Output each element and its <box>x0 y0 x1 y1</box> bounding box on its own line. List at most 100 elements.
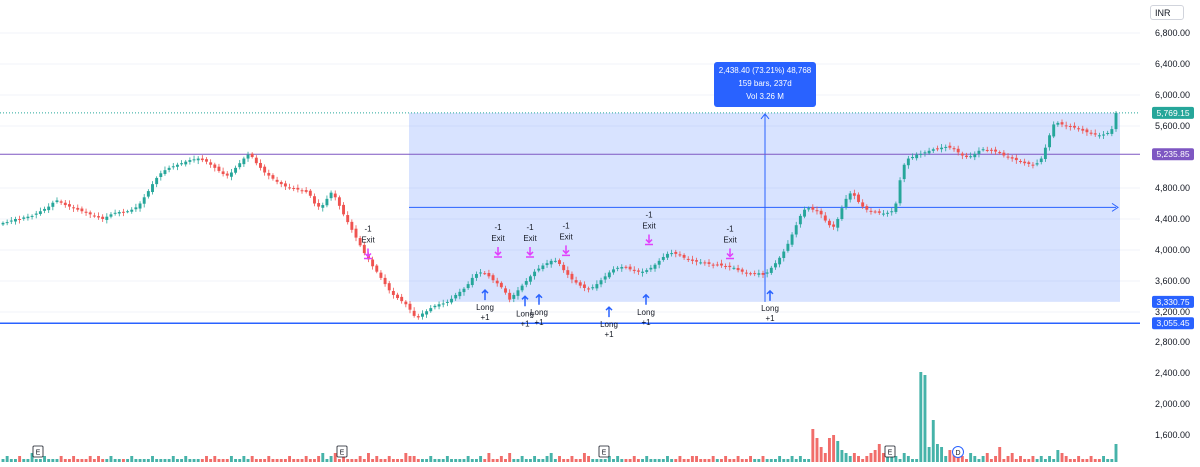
candle <box>59 201 63 203</box>
volume-bar <box>234 459 238 462</box>
candle <box>761 273 765 275</box>
candle <box>670 253 674 255</box>
candle <box>325 198 329 206</box>
currency-selector[interactable]: INR <box>1150 5 1184 20</box>
candle <box>915 154 919 159</box>
range-low-price-tag <box>1152 295 1194 308</box>
candle <box>686 258 690 260</box>
candle <box>512 294 516 299</box>
candle <box>288 187 292 189</box>
volume-bar <box>807 459 811 462</box>
volume-bar <box>861 459 865 462</box>
volume-bar <box>582 453 586 462</box>
earnings-marker-icon[interactable] <box>32 445 44 458</box>
exit-signal-label: Exit <box>723 236 737 245</box>
candle <box>815 210 819 212</box>
exit-signal-count: -1 <box>364 225 372 234</box>
dividend-marker-label: D <box>955 450 960 457</box>
volume-bar <box>591 459 595 462</box>
candle <box>645 270 649 272</box>
volume-bar <box>1002 459 1006 462</box>
price-axis-tick: 6,400.00 <box>1155 59 1190 69</box>
volume-bar <box>969 453 973 462</box>
candle <box>1060 122 1064 125</box>
candle <box>541 265 545 270</box>
volume-axis-tick: 1,600.00 <box>1155 430 1190 440</box>
candles <box>1 111 1118 320</box>
dividend-marker-icon[interactable] <box>952 446 964 458</box>
candle <box>549 260 553 265</box>
candle <box>55 200 59 203</box>
volume-bar <box>811 429 815 462</box>
price-axis-tick: 6,000.00 <box>1155 90 1190 100</box>
candle <box>38 211 42 215</box>
volume-bar <box>906 456 910 462</box>
volume-bar <box>935 444 939 462</box>
volume-bar <box>375 456 379 462</box>
volume-bar <box>703 459 707 462</box>
candle <box>163 170 167 174</box>
candle <box>142 197 146 204</box>
price-axis[interactable]: 6,800.00 6,400.00 6,000.00 5,600.00 4,800.00… <box>1155 28 1190 440</box>
volume-bar <box>495 459 499 462</box>
candle <box>886 212 890 214</box>
volume-bar <box>22 459 26 462</box>
candle <box>1043 147 1047 160</box>
exit-signal-label: Exit <box>642 222 656 231</box>
candle <box>391 290 395 295</box>
candle <box>603 276 607 280</box>
candle <box>994 149 998 152</box>
volume-axis-tick: 2,400.00 <box>1155 368 1190 378</box>
volume-bar <box>670 459 674 462</box>
candle <box>981 149 985 151</box>
volume-bar <box>989 459 993 462</box>
exit-signal-count: -1 <box>526 223 534 232</box>
volume-bar <box>458 459 462 462</box>
volume-bar <box>661 459 665 462</box>
candle <box>72 207 76 209</box>
candle <box>271 175 275 179</box>
candle <box>1056 122 1060 125</box>
candle <box>263 166 267 173</box>
volume-bar <box>159 459 163 462</box>
volume-bar <box>354 459 358 462</box>
volume-bar <box>229 456 233 462</box>
candle <box>221 171 225 175</box>
volume-bar <box>1010 453 1014 462</box>
candle <box>778 257 782 265</box>
volume-bar <box>259 459 262 462</box>
candle <box>63 202 67 206</box>
candle <box>599 280 603 285</box>
candle <box>445 301 449 303</box>
volume-bar <box>524 459 528 462</box>
volume-bar <box>695 456 699 462</box>
price-axis-tick: 4,000.00 <box>1155 245 1190 255</box>
candle <box>1077 128 1081 130</box>
candle <box>371 259 375 267</box>
candle <box>308 190 312 196</box>
volume-bar <box>225 459 229 462</box>
earnings-marker-icon[interactable] <box>336 445 348 458</box>
candle <box>881 213 885 215</box>
volume-bar <box>744 459 748 462</box>
candle <box>516 290 520 296</box>
candle <box>520 285 524 291</box>
candle <box>582 284 586 288</box>
candle <box>84 211 88 213</box>
long-signal-label: Long <box>637 308 655 317</box>
candle <box>657 260 661 265</box>
earnings-marker-icon[interactable] <box>598 445 610 458</box>
candle <box>292 188 296 189</box>
candle <box>283 183 287 187</box>
candle <box>902 164 906 180</box>
volume-bar <box>175 459 179 462</box>
candle <box>304 190 308 192</box>
volume-bar <box>595 459 599 462</box>
volume-bar <box>724 456 728 462</box>
earnings-marker-icon[interactable] <box>884 445 896 458</box>
candle <box>167 167 171 170</box>
candle <box>275 179 279 182</box>
candle <box>653 264 657 269</box>
volume-bar <box>520 456 524 462</box>
